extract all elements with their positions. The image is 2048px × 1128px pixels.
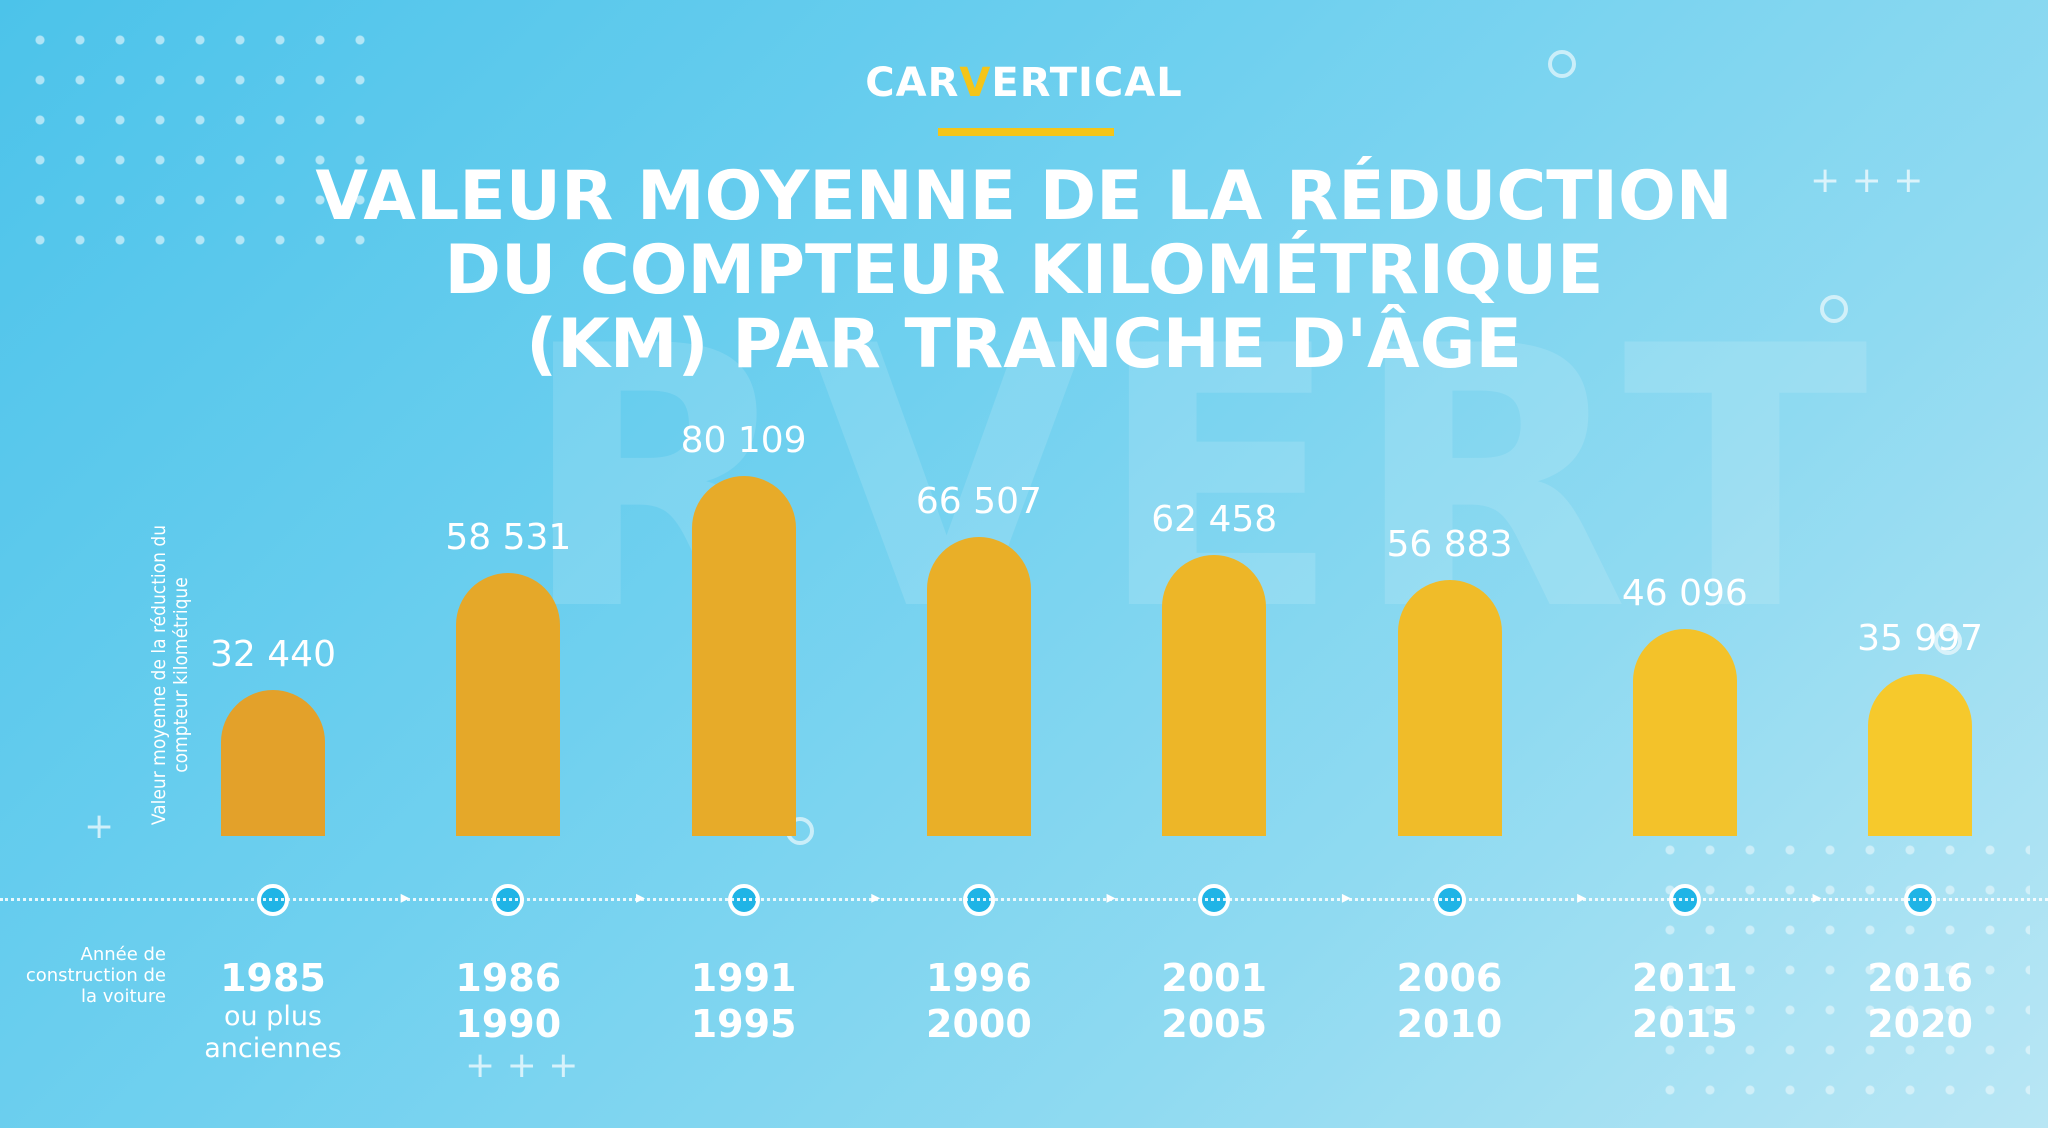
x-tick-label-line: 2020 [1867,1002,1973,1046]
ring-decoration-icon [1820,295,1848,323]
x-tick-label-line: 1995 [690,1002,797,1046]
x-tick-label: 2016 2020 [1820,955,2020,1047]
ring-decoration-icon [1548,50,1576,78]
timeline-arrow-icon: ▸ [1106,887,1116,908]
timeline-axis [0,898,2048,901]
ring-decoration-icon [1934,627,1962,655]
bar [456,572,561,836]
bar-value-label: 32 440 [210,634,336,676]
timeline-arrow-icon: ▸ [871,887,881,908]
chart-title-line: (KM) PAR TRANCHE D'ÂGE [526,305,1522,384]
bar [1162,555,1267,836]
timeline-arrow-icon: ▸ [1577,887,1587,908]
timeline-arrow-icon: ▸ [635,887,645,908]
bar [1397,580,1502,836]
bar-value-label: 62 458 [1151,499,1278,541]
bar [691,476,796,836]
x-tick-label-line: 2000 [926,1002,1032,1046]
x-tick-label: 1985 ou plus anciennes [173,955,373,1065]
carvertical-logo: CARVERTICAL [865,60,1183,106]
x-tick-label-line: 2006 [1396,956,1503,1000]
x-tick-label-line: ou plus anciennes [204,1001,342,1064]
x-tick-label-line: 2011 [1631,956,1738,1000]
timeline-arrow-icon: ▸ [1812,887,1822,908]
chart-title-line: DU COMPTEUR KILOMÉTRIQUE [444,231,1604,310]
background-dot-grid-bottom [1650,830,2030,1110]
x-tick-label-line: 2010 [1396,1002,1503,1046]
bar-value-label: 46 096 [1621,572,1748,614]
x-axis-label: Année de construction de la voiture [25,944,166,1007]
x-tick-label-line: 1986 [455,956,562,1000]
bar-value-label: 80 109 [680,420,807,461]
timeline-arrow-icon: ▸ [400,887,410,908]
x-tick-label: 1996 2000 [879,955,1079,1047]
x-tick-label-line: 1996 [926,956,1032,1000]
timeline-arrow-icon: ▸ [1341,887,1351,908]
x-tick-label: 2011 2015 [1585,955,1785,1047]
x-tick-label: 2006 2010 [1350,955,1550,1047]
x-tick-label-line: 2001 [1161,956,1268,1000]
chart-title-line: VALEUR MOYENNE DE LA RÉDUCTION [315,157,1733,236]
plus-decoration-icon: + [84,806,115,847]
bar-value-label: 35 997 [1857,618,1984,660]
background-dot-grid [20,20,380,270]
x-tick-label-line: 2015 [1631,1002,1738,1046]
bar [221,690,325,836]
x-tick-label-line: 2016 [1867,956,1973,1000]
bar-value-label: 56 883 [1386,524,1513,566]
x-tick-label: 1986 1990 [408,955,608,1047]
x-tick-label: 2001 2005 [1114,955,1314,1047]
x-tick-label-line: 1985 [220,956,326,1000]
x-tick-label: 1991 1995 [644,955,844,1047]
bar [926,537,1031,836]
bar-value-label: 66 507 [915,481,1042,523]
x-tick-label-line: 1990 [455,1002,562,1046]
bar-value-label: 58 531 [445,516,572,558]
bar [1868,674,1973,836]
logo-underline [938,128,1114,136]
plus-decoration-icon: + + + [465,1045,579,1086]
chart-title: VALEUR MOYENNE DE LA RÉDUCTION DU COMPTE… [0,160,2048,382]
x-tick-label-line: 2005 [1161,1002,1268,1046]
x-tick-label-line: 1991 [690,956,797,1000]
plus-decoration-icon: + + + [1810,160,1924,201]
bar [1632,628,1737,836]
